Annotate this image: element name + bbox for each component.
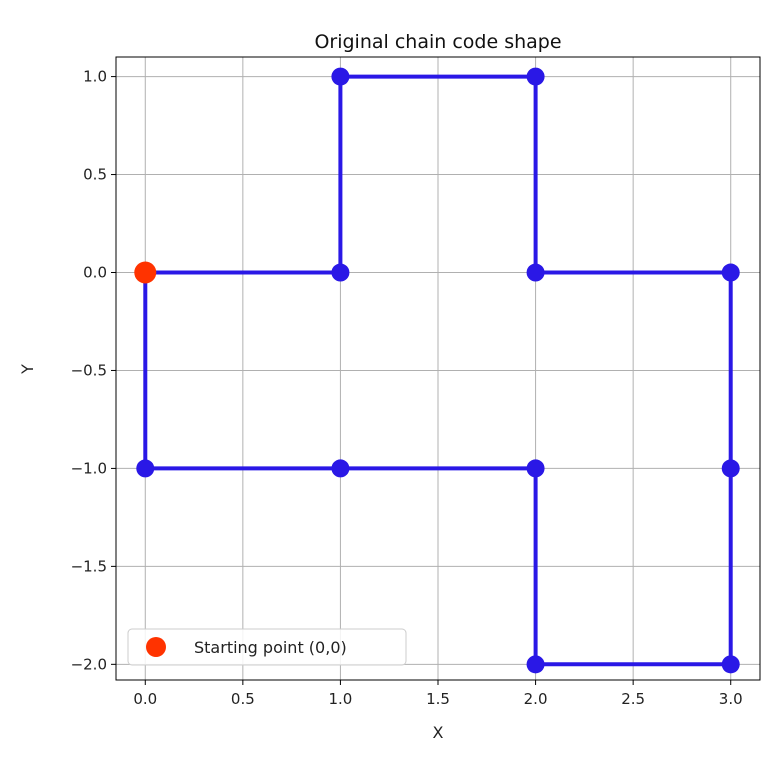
x-tick-label: 0.5 [231, 690, 255, 708]
grid-lines [116, 57, 760, 680]
x-tick-label: 2.5 [621, 690, 645, 708]
data-point [721, 263, 740, 282]
data-point [526, 459, 545, 478]
y-tick-label: −1.0 [71, 459, 107, 477]
data-point [721, 459, 740, 478]
data-point [136, 459, 155, 478]
x-tick-label: 3.0 [719, 690, 743, 708]
legend-box [127, 628, 407, 666]
x-axis-label: X [433, 723, 444, 742]
data-point [721, 655, 740, 674]
y-tick-label: 1.0 [83, 68, 107, 86]
legend-start-label: Starting point (0,0) [194, 638, 347, 657]
y-tick-label: 0.5 [83, 166, 107, 184]
y-axis-label: Y [18, 364, 37, 375]
data-point [526, 263, 545, 282]
legend-start-marker [146, 637, 166, 657]
data-point [331, 459, 350, 478]
x-tick-label: 1.0 [328, 690, 352, 708]
x-tick-label: 1.5 [426, 690, 450, 708]
y-tick-label: −2.0 [71, 655, 107, 673]
y-tick-label: −1.5 [71, 557, 107, 575]
data-point [331, 263, 350, 282]
x-tick-label: 0.0 [133, 690, 157, 708]
axis-ticks: 0.0 0.5 1.0 1.5 2.0 2.5 3.0 1.0 0.5 0.0 −0.5 −1.0 −1… [71, 68, 743, 708]
data-point [526, 67, 545, 86]
x-tick-label: 2.0 [524, 690, 548, 708]
series-layer [134, 67, 740, 674]
legend: Starting point (0,0) [127, 628, 407, 666]
start-point-marker [134, 261, 157, 284]
chart-title: Original chain code shape [314, 31, 561, 53]
y-tick-label: 0.0 [83, 264, 107, 282]
data-point [526, 655, 545, 674]
y-tick-label: −0.5 [71, 361, 107, 379]
data-point [331, 67, 350, 86]
